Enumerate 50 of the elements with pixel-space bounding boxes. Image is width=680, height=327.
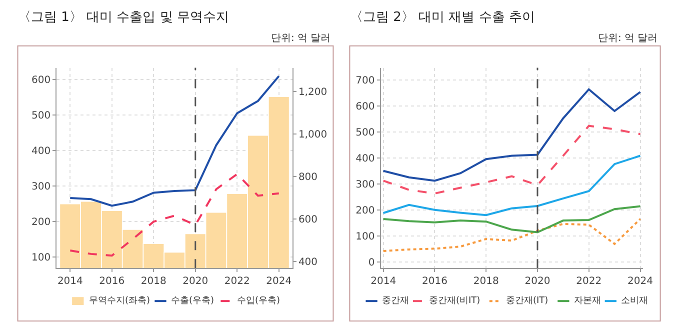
y-tick-label: 500 <box>31 110 51 122</box>
legend-label: 중간재 <box>382 296 409 306</box>
y2-tick-label: 800 <box>298 172 318 184</box>
x-tick-label: 2022 <box>224 276 250 288</box>
y-tick-label: 400 <box>356 154 375 165</box>
x-tick-label: 2024 <box>628 276 653 288</box>
y-tick-label: 0 <box>368 258 375 269</box>
x-tick-label: 2018 <box>140 276 166 288</box>
y-tick-label: 200 <box>31 217 51 228</box>
y-tick-label: 300 <box>31 182 51 193</box>
x-tick-label: 2020 <box>524 276 550 288</box>
x-tick-label: 2014 <box>370 276 396 288</box>
line-series <box>382 124 642 194</box>
x-tick-label: 2018 <box>473 276 499 288</box>
y-tick-label: 600 <box>31 75 51 86</box>
y-tick-label: 300 <box>356 180 375 191</box>
y-tick-label: 600 <box>356 102 375 113</box>
y2-tick-label: 600 <box>298 214 318 226</box>
x-tick-label: 2020 <box>182 276 208 288</box>
y-tick-label: 400 <box>31 146 51 158</box>
legend-label: 소비재 <box>621 296 648 306</box>
text: 단위: 억 달러 <box>271 33 331 44</box>
y-tick-label: 200 <box>356 206 375 217</box>
y2-tick-label: 400 <box>298 257 318 268</box>
line-series <box>382 154 642 216</box>
y-tick-label: 700 <box>356 76 375 87</box>
legend-label: 자본재 <box>574 296 601 306</box>
legend-label: 중간재(비IT) <box>429 296 480 306</box>
line-series <box>69 75 280 207</box>
x-tick-label: 2024 <box>266 276 292 288</box>
legend-label: 수출(우축) <box>171 296 214 306</box>
x-tick-label: 2016 <box>422 276 448 288</box>
y2-tick-label: 1,000 <box>298 130 328 141</box>
x-tick-label: 2022 <box>576 276 602 288</box>
y-tick-label: 500 <box>356 128 375 139</box>
legend-label: 무역수지(좌축) <box>89 296 150 306</box>
x-tick-label: 2016 <box>99 276 125 288</box>
line-series <box>69 173 280 257</box>
y2-tick-label: 1,200 <box>298 87 328 98</box>
chart-title: 〈그림 1〉 대미 수출입 및 무역수지 <box>18 10 229 25</box>
legend-label: 중간재(IT) <box>506 296 548 306</box>
line-series <box>382 218 642 252</box>
legend-label: 수입(우축) <box>237 296 280 306</box>
y-tick-label: 100 <box>356 232 375 243</box>
line-series <box>382 205 642 234</box>
line-series <box>382 88 642 182</box>
chart-title: 〈그림 2〉 대미 재별 수출 추이 <box>350 10 535 25</box>
x-tick-label: 2014 <box>57 276 83 288</box>
y-tick-label: 100 <box>31 252 51 264</box>
text: 단위: 억 달러 <box>598 33 658 44</box>
